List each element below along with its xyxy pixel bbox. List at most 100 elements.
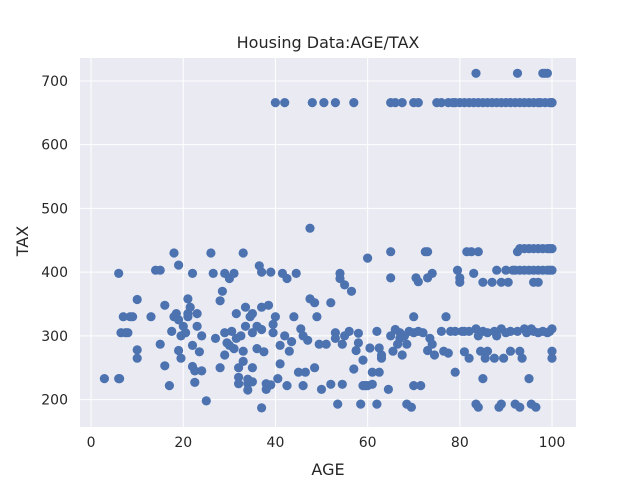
x-tick-label: 20 (174, 435, 192, 451)
y-tick-label: 200 (41, 393, 68, 409)
scatter-point (473, 402, 483, 412)
scatter-point (210, 333, 221, 343)
scatter-point (413, 98, 423, 108)
scatter-point (243, 385, 253, 395)
scatter-point (319, 98, 329, 108)
scatter-point (367, 367, 377, 377)
scatter-point (337, 379, 347, 389)
scatter-point (450, 326, 460, 336)
scatter-point (353, 338, 363, 348)
scatter-point (310, 363, 320, 373)
scatter-point (349, 98, 359, 108)
scatter-point (192, 321, 202, 331)
scatter-point (356, 399, 366, 409)
scatter-point (201, 396, 211, 406)
scatter-point (266, 267, 276, 277)
scatter-point (187, 340, 198, 350)
scatter-point (473, 247, 483, 257)
scatter-point (365, 343, 375, 353)
scatter-point (247, 377, 257, 387)
scatter-point (247, 309, 257, 319)
scatter-point (423, 345, 433, 356)
scatter-point (176, 353, 186, 363)
scatter-point (181, 328, 191, 338)
scatter-point (363, 253, 373, 263)
scatter-point (128, 312, 138, 322)
scatter-point (123, 328, 133, 338)
scatter-point (441, 312, 451, 322)
scatter-point (300, 367, 310, 377)
scatter-point (416, 381, 426, 391)
scatter-point (427, 268, 437, 278)
scatter-point (234, 363, 244, 373)
scatter-point (409, 312, 419, 322)
scatter-point (280, 331, 290, 341)
y-tick-label: 500 (41, 201, 68, 217)
scatter-point (307, 98, 317, 108)
scatter-point (330, 98, 340, 108)
scatter-point (374, 343, 384, 353)
scatter-point (397, 350, 407, 360)
scatter-point (114, 268, 124, 278)
scatter-point (238, 346, 248, 356)
scatter-point (238, 356, 248, 366)
scatter-point (263, 300, 274, 310)
scatter-point (436, 326, 446, 336)
scatter-point (174, 260, 184, 270)
scatter-point (489, 353, 499, 363)
scatter-point (240, 321, 251, 331)
scatter-point (132, 345, 142, 355)
scatter-point (284, 346, 294, 356)
scatter-point (268, 328, 278, 338)
scatter-point (227, 326, 237, 336)
scatter-point (236, 331, 246, 341)
x-axis-label: AGE (311, 460, 344, 479)
scatter-point (275, 359, 285, 369)
scatter-point (234, 372, 244, 382)
scatter-point (503, 277, 513, 287)
scatter-point (305, 223, 315, 233)
x-tick-label: 80 (451, 435, 469, 451)
scatter-point (234, 379, 244, 389)
scatter-point (476, 346, 486, 356)
y-axis-label: TAX (13, 226, 32, 257)
scatter-point (344, 326, 354, 336)
scatter-point (496, 399, 506, 409)
scatter-point (406, 402, 416, 412)
scatter-point (164, 381, 174, 391)
scatter-point (372, 326, 382, 336)
scatter-point (376, 350, 387, 360)
scatter-point (220, 350, 230, 360)
scatter-point (482, 346, 493, 356)
scatter-point (423, 247, 433, 257)
tick-labels: 0 20 40 60 80 100 200 300 400 500 600 700 (41, 74, 565, 451)
scatter-point (270, 98, 280, 108)
scatter-point (303, 335, 313, 345)
scatter-point (471, 68, 481, 78)
scatter-point (215, 296, 225, 306)
scatter-point (353, 328, 363, 338)
scatter-point (492, 265, 502, 275)
scatter-point (280, 98, 290, 108)
scatter-point (496, 277, 506, 287)
scatter-point (501, 265, 511, 275)
scatter-point (531, 402, 541, 412)
scatter-point (326, 379, 336, 389)
scatter-point (346, 286, 357, 296)
scatter-point (190, 366, 200, 376)
scatter-point (167, 326, 177, 336)
scatter-point (515, 346, 525, 356)
scatter-point (229, 344, 239, 354)
scatter-point (482, 328, 493, 338)
scatter-point (337, 339, 347, 349)
scatter-point (512, 68, 523, 78)
scatter-point (505, 346, 516, 356)
scatter-point (185, 302, 195, 312)
scatter-point (208, 268, 218, 278)
scatter-point (183, 294, 193, 304)
scatter-point (480, 353, 490, 363)
scatter-point (321, 339, 331, 349)
scatter-point (275, 340, 285, 350)
grid-lines (80, 58, 576, 427)
scatter-point (266, 380, 276, 390)
